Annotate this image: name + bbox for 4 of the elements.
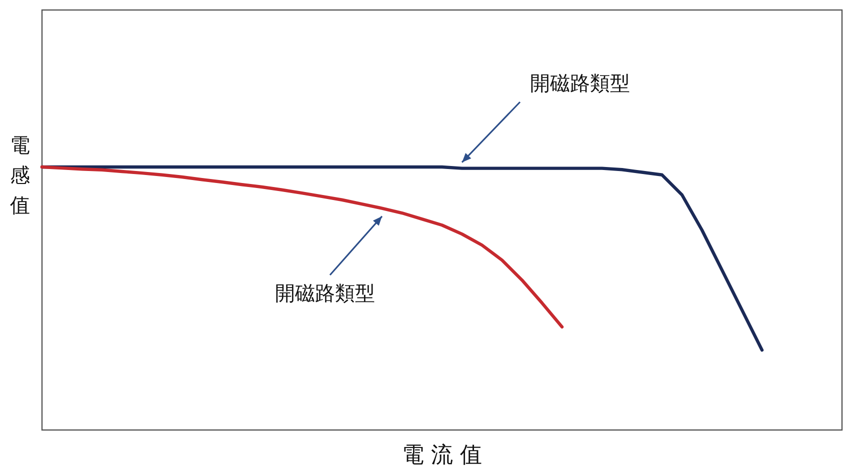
text: 開磁路類型 — [530, 71, 630, 95]
annotation: 開磁路類型 — [275, 281, 375, 305]
y-axis-title: 電感值 — [10, 133, 30, 217]
x-axis-title: 電 流 值 — [402, 443, 482, 468]
